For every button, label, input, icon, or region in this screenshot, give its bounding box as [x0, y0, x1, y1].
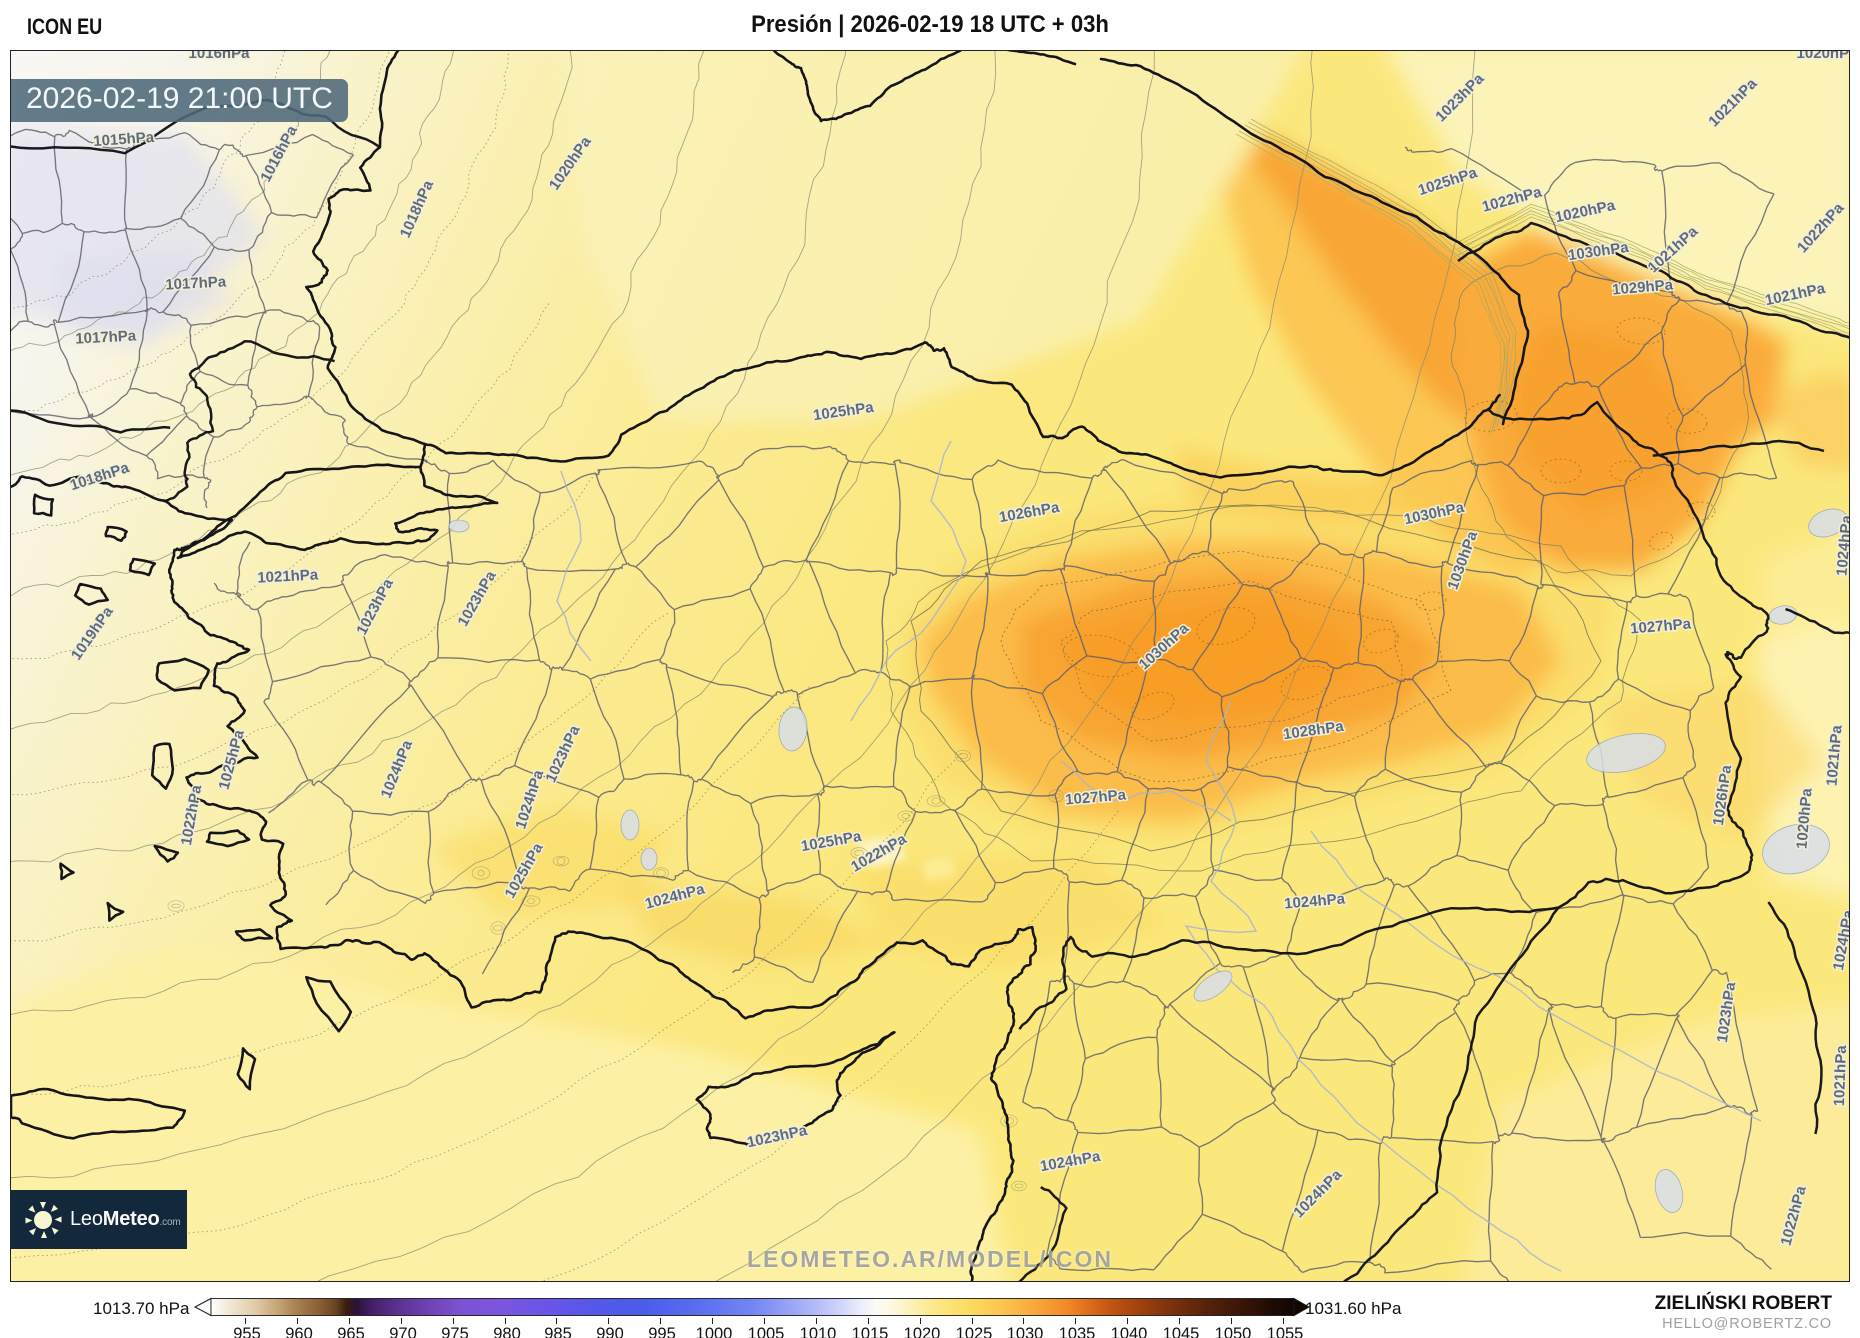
- svg-text:1021hPa: 1021hPa: [1831, 1044, 1850, 1106]
- svg-text:1017hPa: 1017hPa: [165, 273, 227, 293]
- svg-text:1016hPa: 1016hPa: [189, 51, 251, 62]
- svg-text:1017hPa: 1017hPa: [75, 327, 137, 347]
- svg-text:1020hPa: 1020hPa: [1797, 51, 1850, 62]
- svg-text:1021hPa: 1021hPa: [257, 566, 319, 586]
